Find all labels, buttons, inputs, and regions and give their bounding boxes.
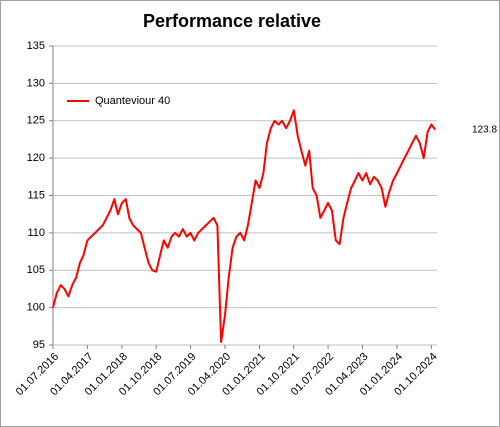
annotation: 123.8 [472, 124, 497, 135]
y-tick-label: 120 [27, 152, 45, 164]
y-tick-label: 125 [27, 115, 45, 127]
y-tick-label: 95 [33, 339, 45, 351]
y-tick-label: 135 [27, 40, 45, 52]
legend-label: Quanteviour 40 [95, 95, 170, 107]
y-tick-label: 110 [27, 227, 45, 239]
data-line [52, 109, 437, 343]
chart-title: Performance relative [143, 11, 321, 31]
y-tick-label: 130 [27, 77, 45, 89]
y-tick-label: 115 [27, 189, 45, 201]
y-tick-label: 100 [27, 302, 45, 314]
y-tick-label: 105 [27, 264, 45, 276]
